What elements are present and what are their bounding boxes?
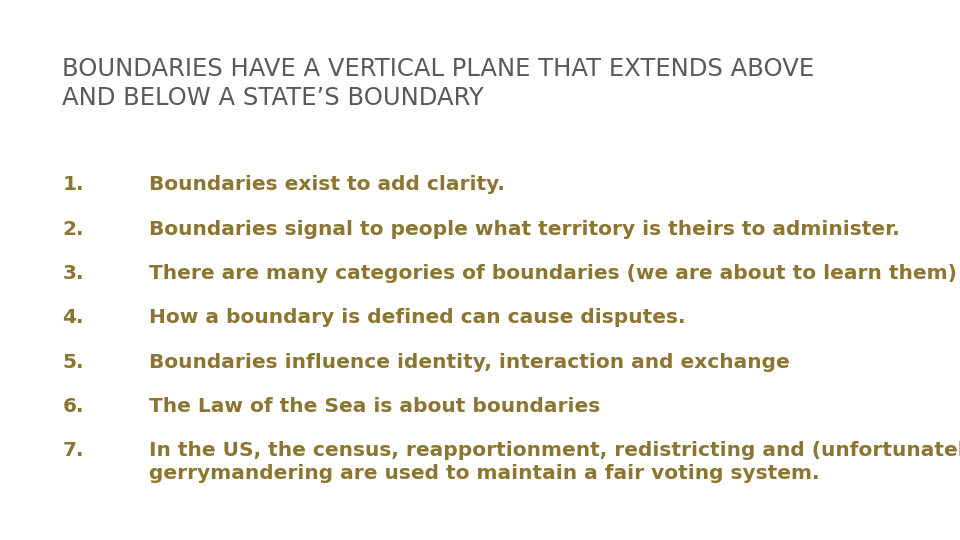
Text: In the US, the census, reapportionment, redistricting and (unfortunately)
gerrym: In the US, the census, reapportionment, …	[149, 441, 960, 483]
Text: How a boundary is defined can cause disputes.: How a boundary is defined can cause disp…	[149, 308, 685, 327]
Text: 4.: 4.	[62, 308, 84, 327]
Text: 2.: 2.	[62, 220, 84, 239]
Text: Boundaries exist to add clarity.: Boundaries exist to add clarity.	[149, 176, 505, 194]
Text: Boundaries signal to people what territory is theirs to administer.: Boundaries signal to people what territo…	[149, 220, 900, 239]
Text: 1.: 1.	[62, 176, 84, 194]
Text: 3.: 3.	[62, 264, 84, 283]
Text: There are many categories of boundaries (we are about to learn them): There are many categories of boundaries …	[149, 264, 957, 283]
Text: The Law of the Sea is about boundaries: The Law of the Sea is about boundaries	[149, 397, 600, 416]
Text: 7.: 7.	[62, 441, 84, 460]
Text: 5.: 5.	[62, 353, 84, 372]
Text: BOUNDARIES HAVE A VERTICAL PLANE THAT EXTENDS ABOVE
AND BELOW A STATE’S BOUNDARY: BOUNDARIES HAVE A VERTICAL PLANE THAT EX…	[62, 57, 814, 110]
Text: 6.: 6.	[62, 397, 84, 416]
Text: Boundaries influence identity, interaction and exchange: Boundaries influence identity, interacti…	[149, 353, 789, 372]
